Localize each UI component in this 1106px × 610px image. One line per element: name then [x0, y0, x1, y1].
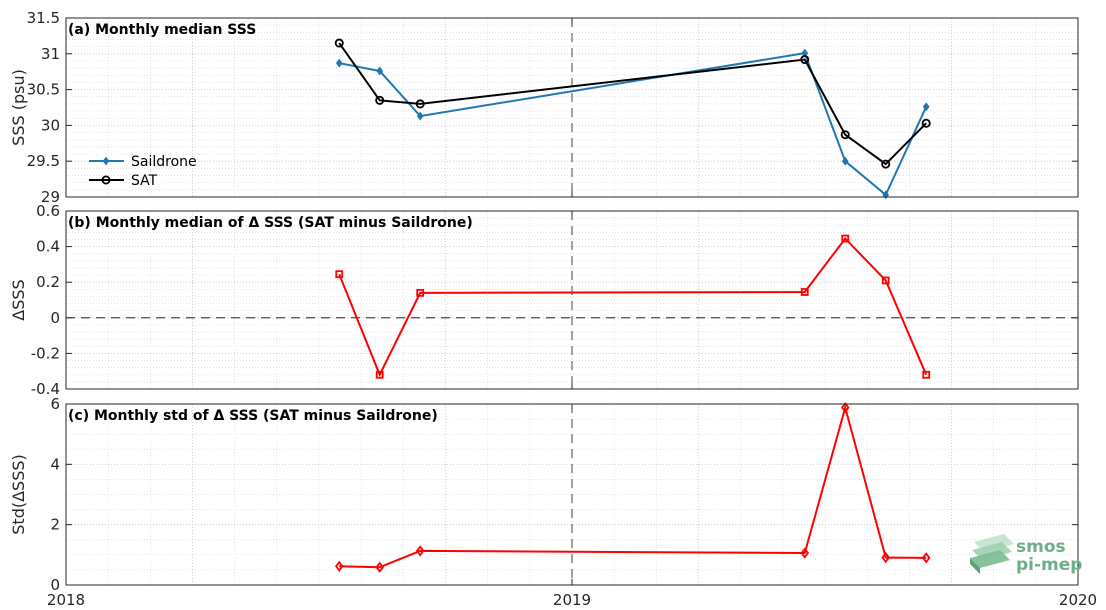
- data-point: [415, 99, 425, 109]
- data-point: [800, 288, 809, 296]
- panel-title: (a) Monthly median SSS: [68, 22, 256, 38]
- y-tick-label: 29: [41, 188, 60, 206]
- y-axis-label: ΔSSS: [9, 279, 28, 320]
- y-axis-label: SSS (psu): [9, 69, 28, 146]
- data-point: [922, 102, 930, 112]
- y-tick-label: 0: [50, 576, 60, 594]
- logo-line1: smos: [1016, 537, 1066, 557]
- data-point: [881, 551, 890, 564]
- y-tick-label: 31.5: [27, 9, 60, 27]
- data-point: [800, 547, 810, 559]
- data-point: [416, 111, 424, 121]
- delta-line: [338, 237, 928, 378]
- y-tick-label: 6: [50, 395, 60, 413]
- data-point: [841, 156, 849, 166]
- y-tick-label: 2: [50, 516, 60, 534]
- data-point: [840, 401, 850, 414]
- data-point: [415, 545, 425, 557]
- y-axis-label: Std(ΔSSS): [9, 454, 28, 534]
- y-tick-label: 30: [41, 116, 60, 134]
- y-tick-label: 0.2: [36, 273, 60, 291]
- data-point: [335, 58, 343, 68]
- legend: Saildrone SAT: [89, 154, 197, 189]
- plot-area: [66, 211, 1078, 389]
- y-tick-label: 0: [50, 309, 60, 327]
- y-tick-label: 31: [41, 45, 60, 63]
- legend-marker: [102, 156, 110, 166]
- data-point: [881, 159, 891, 169]
- data-point: [416, 288, 425, 297]
- data-point: [334, 38, 344, 48]
- y-tick-label: 0.6: [36, 202, 60, 220]
- x-tick-label: 2020: [1059, 591, 1097, 609]
- plot-area: [66, 18, 1078, 197]
- x-tick-label: 2019: [553, 591, 591, 609]
- legend-marker: [101, 175, 111, 185]
- y-tick-label: -0.2: [31, 344, 60, 362]
- y-tick-label: -0.4: [31, 380, 60, 398]
- panel-c: 0 2 4 6 Std(ΔSSS) (c) Monthly std of Δ SSS (S…: [9, 395, 1079, 594]
- y-tick-label: 30.5: [27, 81, 60, 99]
- y-tick-label: 29.5: [27, 152, 60, 170]
- sat-line: [338, 42, 927, 166]
- data-point: [921, 552, 931, 564]
- panel-b: -0.4 -0.2 0 0.2 0.4 0.6 ΔSSS (b) Monthly median…: [9, 202, 1079, 398]
- panel-title: (c) Monthly std of Δ SSS (SAT minus Sail…: [68, 408, 438, 424]
- data-point: [376, 66, 384, 76]
- data-point: [840, 130, 850, 140]
- data-point: [334, 560, 344, 572]
- panel-title: (b) Monthly median of Δ SSS (SAT minus S…: [68, 215, 473, 231]
- panel-a: 29 29.5 30 30.5 31 31.5 SSS (psu) (a) Monthly m…: [9, 9, 1079, 206]
- y-tick-label: 0.4: [36, 238, 60, 256]
- delta-line: [339, 403, 927, 569]
- axes-frame: [65, 403, 1079, 586]
- stacked-layers-icon: [970, 534, 1014, 574]
- logo-line2: pi-mep: [1016, 555, 1082, 575]
- data-point: [922, 370, 931, 379]
- legend-label: SAT: [131, 173, 158, 189]
- axes-frame: [65, 210, 1079, 390]
- smos-pi-mep-logo: smos pi-mep: [970, 534, 1082, 575]
- data-point: [375, 370, 384, 379]
- data-point: [881, 276, 890, 285]
- axes-frame: [65, 17, 1079, 198]
- x-tick-labels: 2018 2019 2020: [47, 591, 1097, 609]
- data-point: [921, 118, 931, 128]
- y-tick-label: 4: [50, 455, 60, 473]
- data-point: [375, 95, 385, 105]
- data-point: [841, 234, 850, 243]
- legend-label: Saildrone: [131, 154, 197, 170]
- x-tick-label: 2018: [47, 591, 85, 609]
- data-point: [335, 270, 344, 279]
- data-point: [375, 561, 384, 573]
- data-point: [800, 55, 810, 65]
